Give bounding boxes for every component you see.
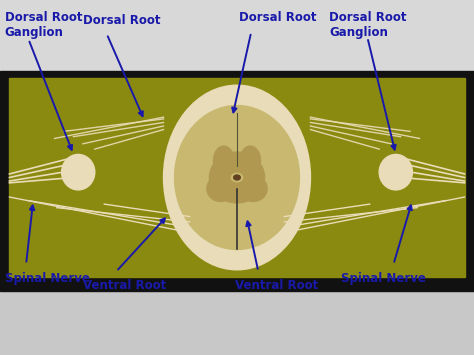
Text: Spinal Nerve: Spinal Nerve — [341, 272, 426, 285]
Text: Dorsal Root: Dorsal Root — [83, 14, 161, 27]
Ellipse shape — [164, 85, 310, 270]
Bar — [9, 78, 465, 277]
Ellipse shape — [174, 105, 300, 250]
Circle shape — [234, 175, 240, 180]
Bar — [0, 0, 474, 99]
Text: Dorsal Root: Dorsal Root — [239, 11, 317, 24]
Ellipse shape — [207, 176, 235, 202]
Text: Ventral Root: Ventral Root — [83, 279, 166, 292]
Bar — [0, 277, 474, 355]
Ellipse shape — [240, 146, 261, 176]
Ellipse shape — [379, 154, 412, 190]
Ellipse shape — [239, 176, 267, 202]
Text: Dorsal Root
Ganglion: Dorsal Root Ganglion — [329, 11, 407, 39]
Text: Dorsal Root
Ganglion: Dorsal Root Ganglion — [5, 11, 82, 39]
Bar — [0, 71, 474, 291]
Text: Spinal Nerve: Spinal Nerve — [5, 272, 90, 285]
Text: Ventral Root: Ventral Root — [235, 279, 318, 292]
Ellipse shape — [210, 152, 264, 203]
Ellipse shape — [62, 154, 95, 190]
Ellipse shape — [213, 146, 234, 176]
Circle shape — [231, 173, 243, 182]
